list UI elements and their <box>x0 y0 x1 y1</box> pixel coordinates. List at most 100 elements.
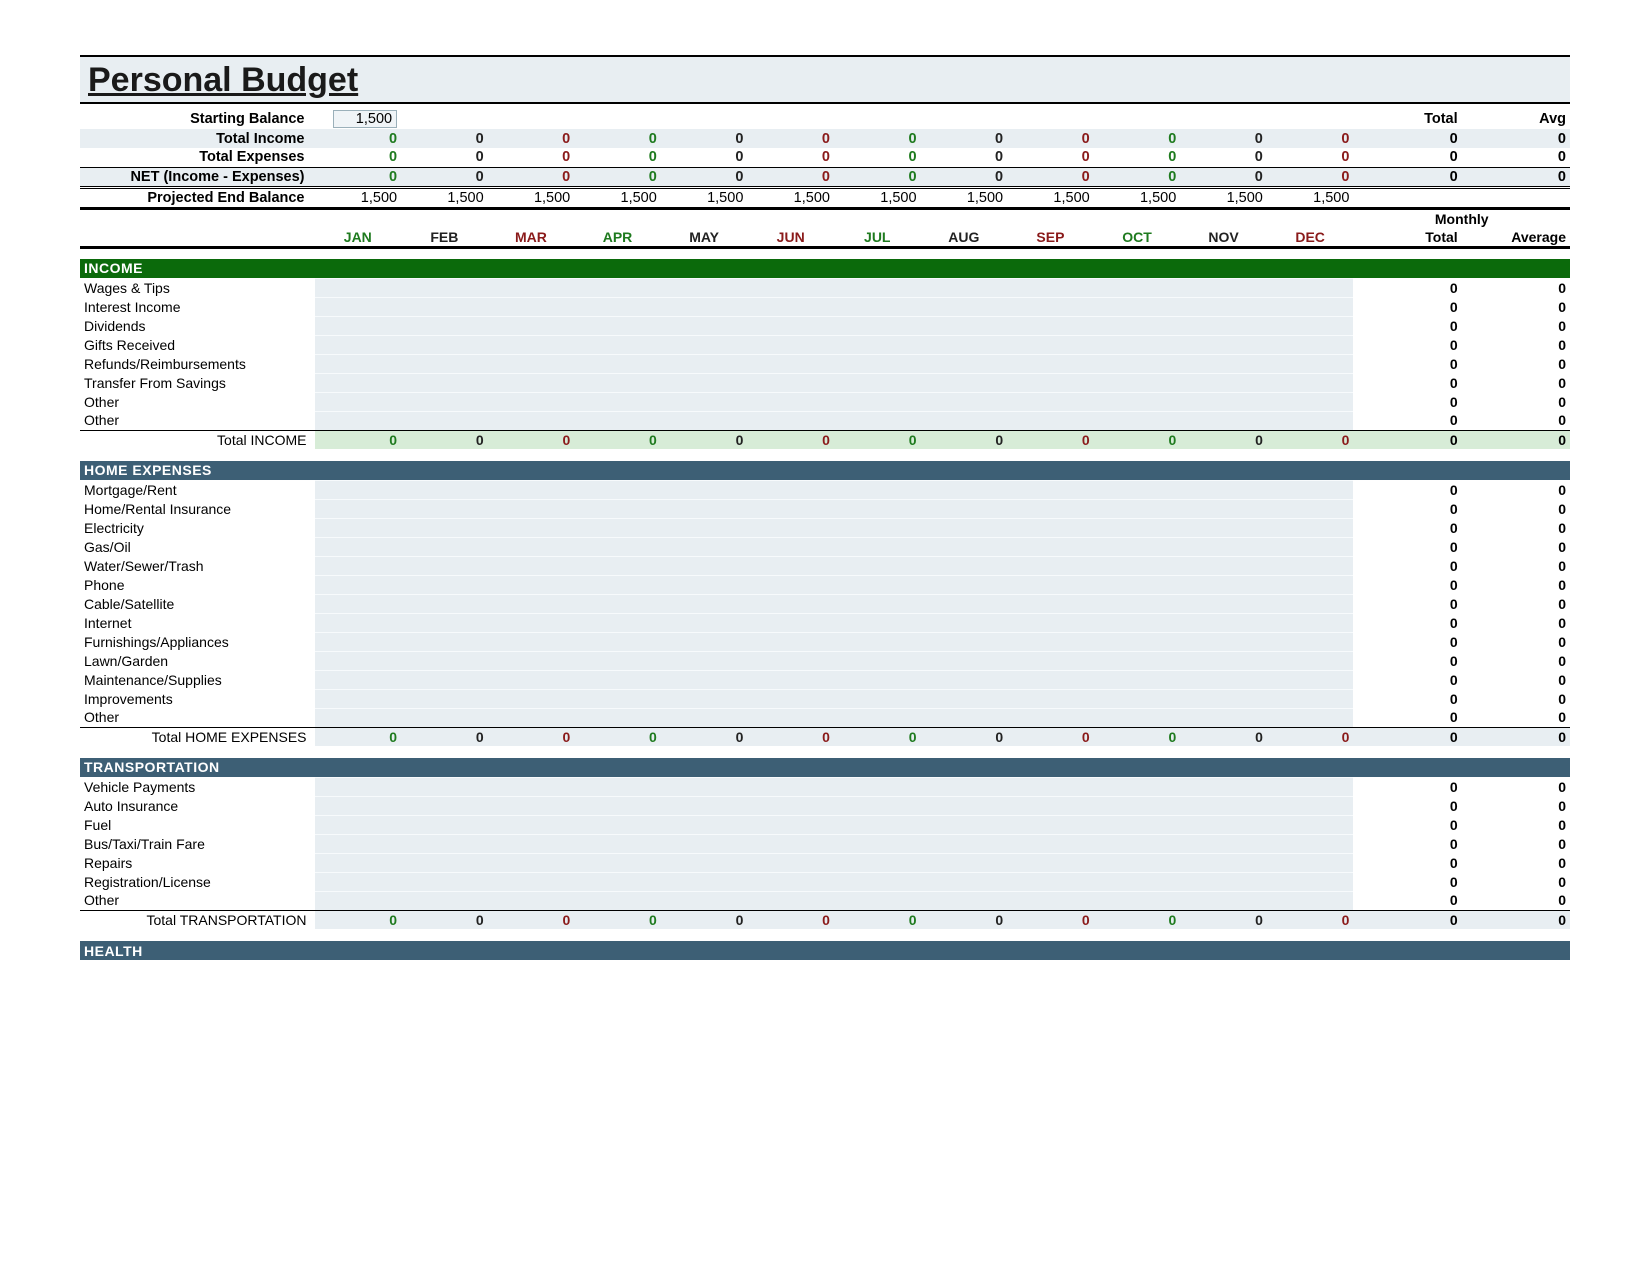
cell-input[interactable] <box>1180 777 1267 796</box>
cell-input[interactable] <box>921 594 1008 613</box>
cell-input[interactable] <box>1094 651 1181 670</box>
cell-input[interactable] <box>1180 689 1267 708</box>
cell-input[interactable] <box>921 670 1008 689</box>
cell-input[interactable] <box>834 316 921 335</box>
cell-input[interactable] <box>1180 613 1267 632</box>
cell-input[interactable] <box>401 316 488 335</box>
cell-input[interactable] <box>488 777 575 796</box>
cell-input[interactable] <box>834 796 921 815</box>
cell-input[interactable] <box>1180 670 1267 689</box>
cell-input[interactable] <box>1094 556 1181 575</box>
cell-input[interactable] <box>661 537 748 556</box>
cell-input[interactable] <box>401 537 488 556</box>
cell-input[interactable] <box>574 594 661 613</box>
cell-input[interactable] <box>1180 651 1267 670</box>
cell-input[interactable] <box>1094 815 1181 834</box>
cell-input[interactable] <box>488 278 575 297</box>
cell-input[interactable] <box>1180 499 1267 518</box>
cell-input[interactable] <box>1180 537 1267 556</box>
cell-input[interactable] <box>488 891 575 910</box>
cell-input[interactable] <box>921 853 1008 872</box>
cell-input[interactable] <box>1267 373 1354 392</box>
cell-input[interactable] <box>1267 575 1354 594</box>
cell-input[interactable] <box>1180 556 1267 575</box>
cell-input[interactable] <box>921 796 1008 815</box>
cell-input[interactable] <box>401 354 488 373</box>
cell-input[interactable] <box>921 575 1008 594</box>
cell-input[interactable] <box>488 651 575 670</box>
cell-input[interactable] <box>488 556 575 575</box>
cell-input[interactable] <box>1267 335 1354 354</box>
cell-input[interactable] <box>401 670 488 689</box>
cell-input[interactable] <box>574 891 661 910</box>
cell-input[interactable] <box>1267 670 1354 689</box>
cell-input[interactable] <box>574 651 661 670</box>
cell-input[interactable] <box>834 278 921 297</box>
cell-input[interactable] <box>747 632 834 651</box>
cell-input[interactable] <box>488 354 575 373</box>
cell-input[interactable] <box>834 708 921 727</box>
cell-input[interactable] <box>921 373 1008 392</box>
cell-input[interactable] <box>834 872 921 891</box>
cell-input[interactable] <box>747 411 834 430</box>
cell-input[interactable] <box>1180 834 1267 853</box>
cell-input[interactable] <box>401 556 488 575</box>
cell-input[interactable] <box>1007 834 1094 853</box>
cell-input[interactable] <box>401 392 488 411</box>
cell-input[interactable] <box>1007 316 1094 335</box>
cell-input[interactable] <box>1094 853 1181 872</box>
cell-input[interactable] <box>488 480 575 499</box>
cell-input[interactable] <box>661 518 748 537</box>
cell-input[interactable] <box>834 297 921 316</box>
cell-input[interactable] <box>1094 872 1181 891</box>
cell-input[interactable] <box>1007 891 1094 910</box>
cell-input[interactable] <box>315 499 402 518</box>
cell-input[interactable] <box>747 316 834 335</box>
cell-input[interactable] <box>1094 613 1181 632</box>
cell-input[interactable] <box>1007 872 1094 891</box>
cell-input[interactable] <box>1180 815 1267 834</box>
cell-input[interactable] <box>834 480 921 499</box>
cell-input[interactable] <box>1180 594 1267 613</box>
cell-input[interactable] <box>1007 777 1094 796</box>
cell-input[interactable] <box>1267 278 1354 297</box>
cell-input[interactable] <box>1094 777 1181 796</box>
cell-input[interactable] <box>488 518 575 537</box>
cell-input[interactable] <box>921 316 1008 335</box>
cell-input[interactable] <box>1267 891 1354 910</box>
cell-input[interactable] <box>661 278 748 297</box>
cell-input[interactable] <box>661 613 748 632</box>
cell-input[interactable] <box>661 354 748 373</box>
cell-input[interactable] <box>1267 297 1354 316</box>
cell-input[interactable] <box>834 556 921 575</box>
cell-input[interactable] <box>1180 392 1267 411</box>
cell-input[interactable] <box>1007 815 1094 834</box>
cell-input[interactable] <box>488 613 575 632</box>
cell-input[interactable] <box>1180 796 1267 815</box>
starting-balance-input[interactable] <box>333 110 397 128</box>
cell-input[interactable] <box>1267 316 1354 335</box>
cell-input[interactable] <box>315 613 402 632</box>
cell-input[interactable] <box>401 278 488 297</box>
cell-input[interactable] <box>834 518 921 537</box>
cell-input[interactable] <box>574 556 661 575</box>
cell-input[interactable] <box>1007 575 1094 594</box>
cell-input[interactable] <box>574 796 661 815</box>
cell-input[interactable] <box>921 777 1008 796</box>
cell-input[interactable] <box>574 278 661 297</box>
cell-input[interactable] <box>747 853 834 872</box>
cell-input[interactable] <box>661 556 748 575</box>
cell-input[interactable] <box>574 392 661 411</box>
cell-input[interactable] <box>661 853 748 872</box>
cell-input[interactable] <box>747 891 834 910</box>
cell-input[interactable] <box>661 316 748 335</box>
cell-input[interactable] <box>1007 632 1094 651</box>
cell-input[interactable] <box>1180 480 1267 499</box>
cell-input[interactable] <box>488 689 575 708</box>
cell-input[interactable] <box>921 411 1008 430</box>
cell-input[interactable] <box>1094 411 1181 430</box>
cell-input[interactable] <box>661 834 748 853</box>
cell-input[interactable] <box>1180 411 1267 430</box>
cell-input[interactable] <box>1094 575 1181 594</box>
cell-input[interactable] <box>315 796 402 815</box>
